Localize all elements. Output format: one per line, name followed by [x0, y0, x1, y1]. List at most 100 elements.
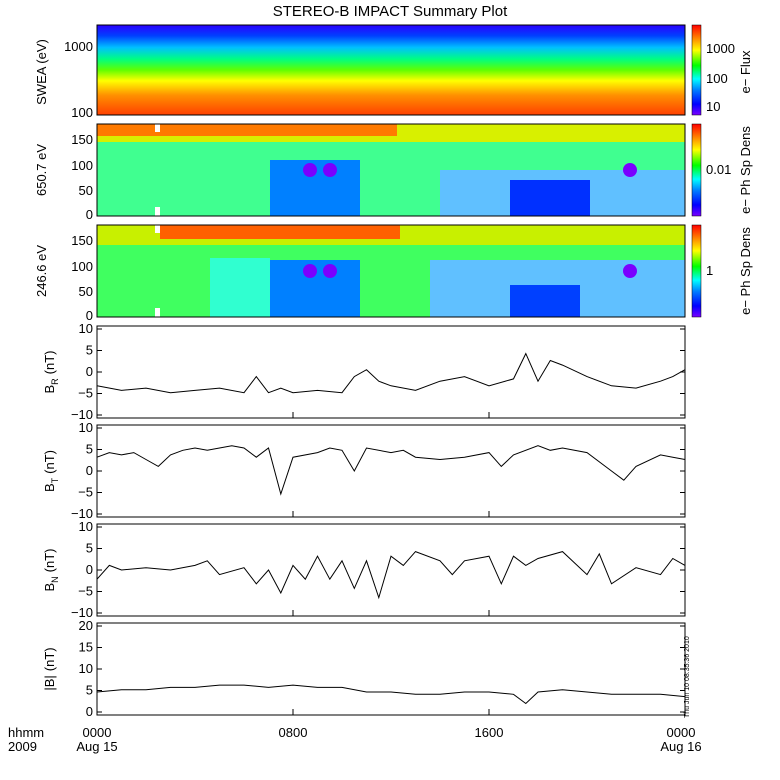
y-tick-label: 15: [79, 640, 93, 655]
pad-246-ytick: 150: [71, 233, 93, 248]
swea-heatmap: [97, 25, 685, 115]
swea-colorbar: [691, 24, 702, 116]
x-tick-label: 1600: [475, 725, 504, 740]
x-tick-label: 0800: [279, 725, 308, 740]
pad-246-minimum: [303, 264, 317, 278]
panel-ylabel: BT (nT): [42, 450, 60, 492]
panel-frame: [96, 325, 686, 419]
pad-650-colorbar: [691, 123, 702, 217]
panel-ylabel: |B| (nT): [42, 647, 57, 690]
pad-650-ytick: 0: [86, 207, 93, 222]
ylabel-unit: (nT): [42, 350, 57, 374]
y-tick-label: 0: [86, 364, 93, 379]
pad-650-frame: [96, 123, 686, 217]
pad-246-low-region: [510, 285, 580, 317]
y-tick-label: 5: [86, 541, 93, 556]
panel-frame: [96, 424, 686, 518]
swea-colorbar-tick: 1000: [706, 41, 735, 56]
pad-650-panel: 150 100 50 0 650.7 eV 0.01 e− Ph Sp Dens: [34, 123, 753, 222]
y-tick-label: 10: [79, 420, 93, 435]
pad-650-datagap: [155, 207, 160, 216]
series-line: [96, 684, 686, 705]
swea-ytick: 1000: [64, 39, 93, 54]
line-panel: 10 5 0 −5 −10 BR (nT): [42, 321, 686, 422]
pad-246-minimum: [623, 264, 637, 278]
ylabel-unit: (nT): [42, 548, 57, 572]
pad-246-band-hot: [160, 225, 400, 239]
swea-frame: [96, 24, 686, 116]
y-tick-label: 20: [79, 618, 93, 633]
ylabel-unit: (nT): [42, 647, 57, 671]
panel-frame: [96, 622, 686, 716]
y-tick-label: 5: [86, 343, 93, 358]
plot-title: STEREO-B IMPACT Summary Plot: [273, 3, 508, 20]
swea-ylabel: SWEA (eV): [34, 39, 49, 105]
ylabel-sub: N: [50, 576, 60, 583]
y-tick-label: 10: [79, 519, 93, 534]
swea-colorbar-label: e− Flux: [738, 50, 753, 93]
y-tick-label: 0: [86, 704, 93, 719]
line-panel: 10 5 0 −5 −10 BT (nT): [42, 420, 686, 521]
pad-246-ytick: 50: [79, 284, 93, 299]
time-axis-label: hhmm: [8, 725, 44, 740]
year-label: 2009: [8, 739, 37, 754]
pad-246-colorbar-tick: 1: [706, 263, 713, 278]
ylabel-sub: R: [50, 378, 60, 385]
panel-frame: [96, 523, 686, 617]
generation-timestamp: Thu Jun 10 08:35:36 2010: [684, 636, 691, 718]
y-tick-label: −5: [78, 485, 93, 500]
y-tick-label: 10: [79, 661, 93, 676]
magnetic-field-panels: 1050−5−10BR(nT)1050−5−10BT(nT)1050−5−10B…: [42, 321, 686, 719]
pad-650-low-region: [510, 180, 590, 216]
x-date-label: Aug 15: [76, 739, 117, 754]
pad-650-ytick: 50: [79, 183, 93, 198]
pad-650-ylabel: 650.7 eV: [34, 144, 49, 196]
ylabel-unit: (nT): [42, 450, 57, 474]
line-panel: 10 5 0 −5 −10 BN (nT): [42, 519, 686, 620]
ylabel-sub: T: [50, 477, 60, 483]
y-tick-label: 5: [86, 683, 93, 698]
pad-246-ylabel: 246.6 eV: [34, 245, 49, 297]
series-line: [96, 445, 686, 496]
pad-246-datagap: [155, 308, 160, 317]
ylabel-main: |B|: [42, 675, 57, 690]
y-tick-label: 0: [86, 463, 93, 478]
pad-650-ytick: 150: [71, 132, 93, 147]
line-panel: 20 15 10 5 0 |B| (nT): [42, 618, 686, 719]
y-tick-label: −5: [78, 386, 93, 401]
swea-panel: 1000 100 SWEA (eV) 1000 100 10 e− Flux: [34, 24, 753, 120]
y-tick-label: −5: [78, 584, 93, 599]
pad-246-panel: 150 100 50 0 246.6 eV 1 e− Ph Sp Dens: [34, 224, 753, 323]
swea-colorbar-tick: 100: [706, 71, 728, 86]
y-tick-label: 5: [86, 442, 93, 457]
pad-246-frame: [96, 224, 686, 318]
panel-ylabel: BN (nT): [42, 548, 60, 591]
pad-650-band-hot: [97, 124, 397, 136]
pad-246-colorbar: [691, 224, 702, 318]
pad-650-minimum: [303, 163, 317, 177]
ylabel-main: B: [42, 385, 57, 394]
pad-246-datagap: [155, 225, 160, 233]
series-line: [96, 551, 686, 600]
x-tick-label: 0000: [667, 725, 696, 740]
pad-650-colorbar-tick: 0.01: [706, 162, 731, 177]
pad-650-minimum: [323, 163, 337, 177]
pad-650-ytick: 100: [71, 158, 93, 173]
y-tick-label: −10: [71, 506, 93, 521]
y-tick-label: 0: [86, 562, 93, 577]
x-date-label: Aug 16: [660, 739, 701, 754]
ylabel-main: B: [42, 583, 57, 592]
pad-246-cyan-region: [210, 258, 270, 317]
pad-650-datagap: [155, 124, 160, 132]
swea-colorbar-tick: 10: [706, 99, 720, 114]
y-tick-label: −10: [71, 605, 93, 620]
panel-ylabel: BR (nT): [42, 350, 60, 393]
pad-246-minimum: [323, 264, 337, 278]
x-tick-label: 0000: [83, 725, 112, 740]
series-line: [96, 352, 686, 394]
pad-246-ytick: 100: [71, 259, 93, 274]
pad-246-colorbar-label: e− Ph Sp Dens: [738, 227, 753, 315]
pad-650-minimum: [623, 163, 637, 177]
swea-ytick: 100: [71, 105, 93, 120]
